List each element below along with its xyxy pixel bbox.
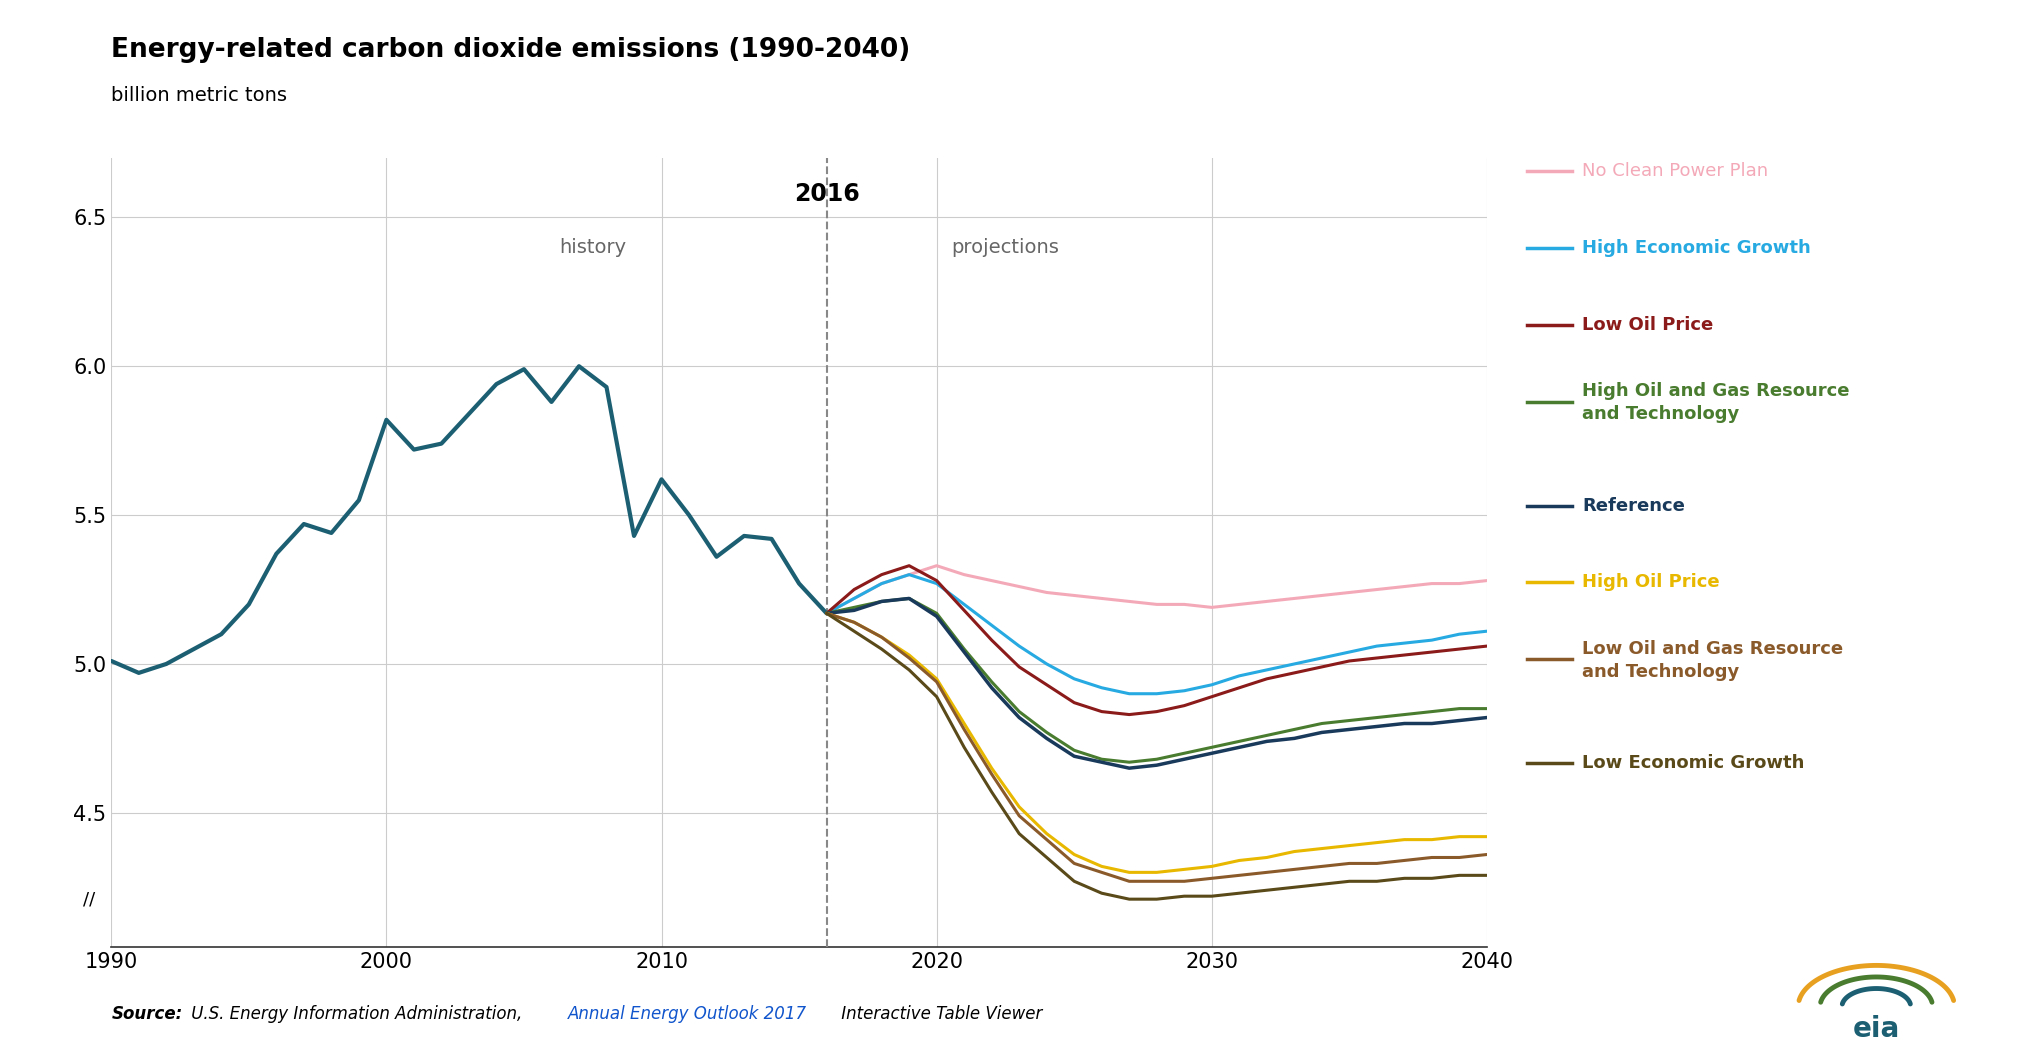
Text: //: //	[83, 890, 95, 909]
Text: U.S. Energy Information Administration,: U.S. Energy Information Administration,	[186, 1005, 528, 1023]
Text: Low Oil Price: Low Oil Price	[1582, 316, 1713, 335]
Text: Reference: Reference	[1582, 497, 1685, 514]
Text: and Technology: and Technology	[1582, 405, 1740, 424]
Text: Interactive Table Viewer: Interactive Table Viewer	[835, 1005, 1042, 1023]
Text: No Clean Power Plan: No Clean Power Plan	[1582, 162, 1768, 181]
Text: 2016: 2016	[793, 182, 860, 205]
Text: billion metric tons: billion metric tons	[111, 86, 287, 105]
Text: Annual Energy Outlook 2017: Annual Energy Outlook 2017	[568, 1005, 807, 1023]
Text: Low Oil and Gas Resource: Low Oil and Gas Resource	[1582, 640, 1843, 658]
Text: Energy-related carbon dioxide emissions (1990-2040): Energy-related carbon dioxide emissions …	[111, 37, 910, 63]
Text: High Economic Growth: High Economic Growth	[1582, 239, 1811, 258]
Text: eia: eia	[1853, 1015, 1900, 1043]
Text: High Oil and Gas Resource: High Oil and Gas Resource	[1582, 382, 1849, 401]
Text: High Oil Price: High Oil Price	[1582, 573, 1720, 591]
Text: Source:: Source:	[111, 1005, 182, 1023]
Text: projections: projections	[951, 238, 1060, 257]
Text: history: history	[558, 238, 627, 257]
Text: and Technology: and Technology	[1582, 663, 1740, 681]
Text: Low Economic Growth: Low Economic Growth	[1582, 754, 1805, 772]
